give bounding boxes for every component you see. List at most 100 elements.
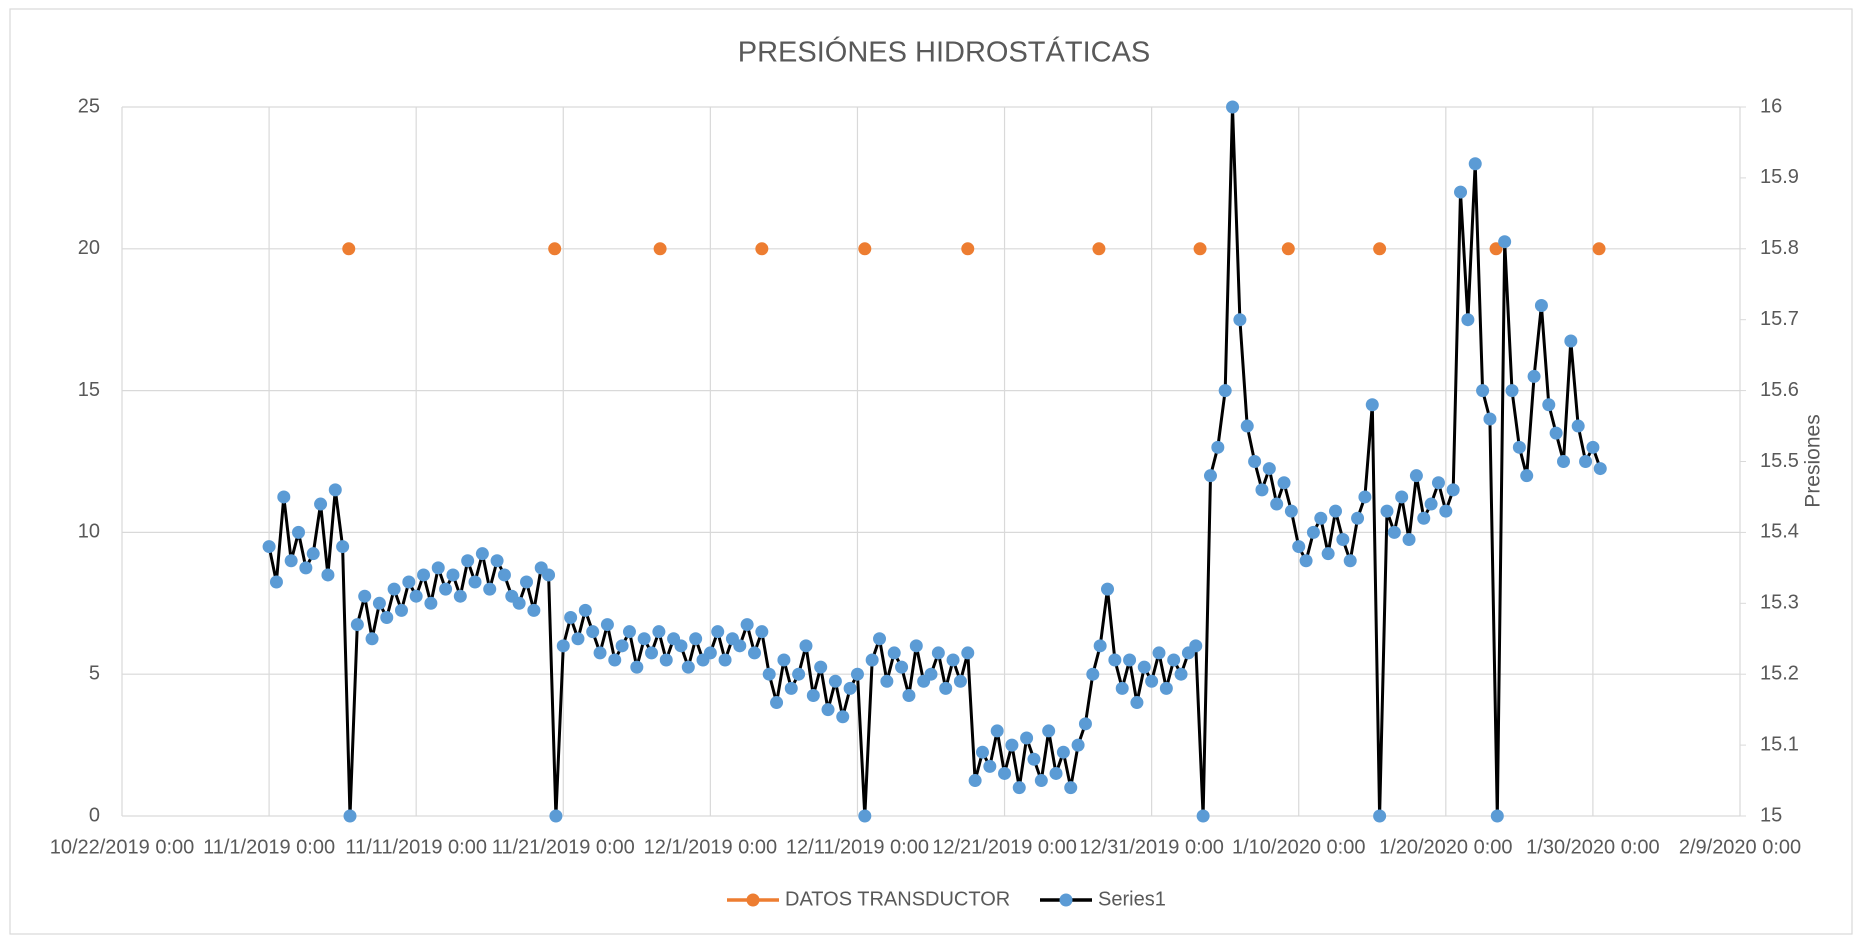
data-point (475, 547, 489, 561)
data-point (939, 681, 953, 695)
y-tick-label: 0 (89, 804, 100, 826)
data-point (777, 653, 791, 667)
data-point (1592, 242, 1606, 256)
data-point (527, 603, 541, 617)
data-point (1196, 809, 1210, 823)
y2-tick-label: 15.7 (1760, 308, 1799, 330)
data-point (1211, 440, 1225, 454)
data-point (1042, 724, 1056, 738)
data-point (983, 759, 997, 773)
data-point (1402, 532, 1416, 546)
data-point (1542, 398, 1556, 412)
data-point (468, 575, 482, 589)
data-point (873, 632, 887, 646)
data-point (608, 653, 622, 667)
x-tick-label: 11/11/2019 0:00 (345, 836, 487, 858)
data-point (681, 660, 695, 674)
legend-label: Series1 (1098, 888, 1166, 910)
data-point (1145, 674, 1159, 688)
data-point (961, 242, 975, 256)
x-tick-label: 10/22/2019 0:00 (50, 836, 195, 858)
data-point (1564, 334, 1578, 348)
data-point (336, 540, 350, 554)
data-point (409, 589, 423, 603)
data-point (439, 582, 453, 596)
data-point (1431, 476, 1445, 490)
legend-swatch (746, 893, 760, 907)
data-point (733, 639, 747, 653)
data-point (784, 681, 798, 695)
data-point (453, 589, 467, 603)
x-tick-label: 11/21/2019 0:00 (492, 836, 635, 858)
data-point (1174, 667, 1188, 681)
data-point (674, 639, 688, 653)
data-point (542, 568, 556, 582)
y2-tick-label: 16 (1760, 95, 1782, 117)
y-tick-label: 20 (78, 237, 100, 259)
y2-tick-label: 15 (1760, 804, 1782, 826)
data-point (593, 646, 607, 660)
data-point (850, 667, 864, 681)
data-point (520, 575, 533, 589)
data-point (659, 653, 673, 667)
data-point (1373, 242, 1387, 256)
data-point (269, 575, 283, 589)
x-tick-label: 1/20/2020 0:00 (1379, 836, 1512, 858)
data-point (490, 554, 504, 568)
data-point (652, 625, 666, 639)
data-point (895, 660, 909, 674)
data-point (342, 242, 356, 256)
data-point (1020, 731, 1034, 745)
chart-frame (9, 8, 1853, 935)
data-point (512, 596, 526, 610)
data-point (762, 667, 776, 681)
data-point (880, 674, 894, 688)
data-point (703, 646, 717, 660)
data-point (1593, 462, 1607, 476)
data-point (909, 639, 923, 653)
data-point (711, 625, 725, 639)
data-point (637, 632, 651, 646)
data-point (564, 610, 578, 624)
data-point (1329, 504, 1342, 518)
data-point (1306, 525, 1320, 539)
data-point (975, 745, 989, 759)
data-point (1549, 426, 1563, 440)
data-point (1476, 384, 1490, 398)
data-point (1439, 504, 1453, 518)
data-point (1365, 398, 1379, 412)
data-point (1189, 639, 1203, 653)
y2-tick-label: 15.4 (1760, 521, 1799, 543)
data-point (1167, 653, 1181, 667)
data-point (328, 483, 342, 497)
x-tick-label: 11/1/2019 0:00 (203, 836, 335, 858)
data-point (1086, 667, 1100, 681)
data-point (1534, 299, 1548, 313)
data-point (306, 547, 320, 561)
data-point (1454, 185, 1468, 199)
data-point (483, 582, 497, 596)
data-point (548, 242, 562, 256)
data-point (865, 653, 879, 667)
data-point (1446, 483, 1460, 497)
data-point (1240, 419, 1254, 433)
data-point (931, 646, 945, 660)
data-point (321, 568, 335, 582)
data-point (1071, 738, 1085, 752)
data-point (1005, 738, 1019, 752)
data-point (1358, 490, 1372, 504)
data-point (828, 674, 842, 688)
data-point (1498, 235, 1512, 249)
data-point (858, 242, 872, 256)
y2-tick-label: 15.6 (1760, 379, 1799, 401)
data-point (946, 653, 960, 667)
data-point (1571, 419, 1585, 433)
data-point (622, 625, 636, 639)
y-tick-label: 15 (78, 379, 100, 401)
data-point (814, 660, 828, 674)
data-point (387, 582, 401, 596)
data-point (1078, 717, 1092, 731)
data-point (1203, 469, 1217, 483)
data-point (755, 625, 769, 639)
